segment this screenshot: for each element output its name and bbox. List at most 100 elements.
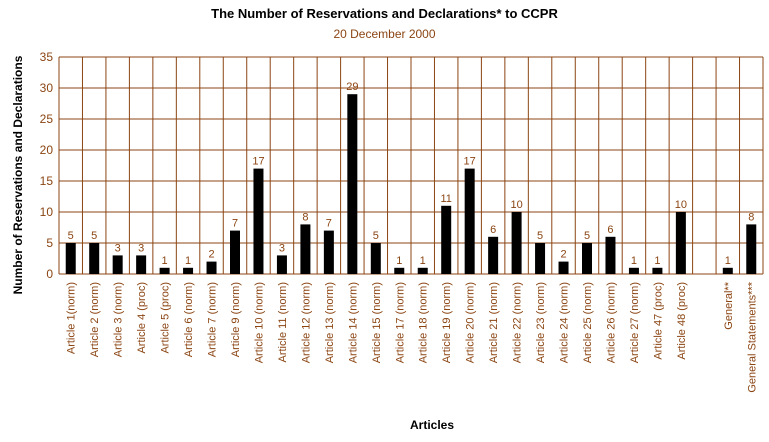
data-label: 11 — [440, 193, 451, 205]
x-category-label: Article 22 (norm) — [512, 282, 524, 363]
data-label: 1 — [725, 255, 731, 267]
bar — [582, 243, 592, 274]
data-label: 5 — [373, 230, 379, 242]
y-axis-title: Number of Reservations and Declarations — [11, 55, 25, 294]
y-tick-label: 30 — [40, 81, 54, 95]
x-category-label: Article 48 (proc) — [676, 282, 688, 360]
bar — [276, 255, 287, 274]
bar — [722, 267, 733, 274]
bar — [323, 230, 334, 274]
x-category-label: Article 26 (norm) — [605, 282, 617, 363]
y-tick-label: 25 — [40, 112, 54, 126]
data-label: 7 — [326, 218, 332, 230]
data-label: 1 — [654, 255, 660, 267]
data-label: 3 — [279, 242, 285, 254]
bar — [675, 212, 686, 274]
chart-title: The Number of Reservations and Declarati… — [211, 6, 558, 21]
x-category-label: Article 27 (norm) — [629, 282, 641, 363]
data-label: 17 — [464, 156, 476, 168]
bar — [652, 267, 663, 274]
x-axis-title: Articles — [410, 418, 454, 432]
y-tick-label: 5 — [46, 236, 53, 250]
data-label: 1 — [185, 255, 191, 267]
bar — [65, 243, 76, 274]
data-label: 8 — [748, 211, 754, 223]
data-label: 8 — [302, 211, 308, 223]
bar — [746, 224, 757, 274]
data-label: 6 — [607, 224, 613, 236]
x-category-label: Article 12 (norm) — [300, 282, 312, 363]
data-label: 3 — [115, 242, 121, 254]
data-label: 7 — [232, 218, 238, 230]
data-label: 29 — [346, 81, 358, 93]
bar — [628, 267, 639, 274]
bar — [183, 267, 194, 274]
x-category-label: Article 15 (norm) — [371, 282, 383, 363]
y-tick-label: 10 — [40, 205, 54, 219]
x-category-label: Article 20 (norm) — [465, 282, 477, 363]
data-label: 5 — [91, 230, 97, 242]
bar — [159, 267, 170, 274]
x-category-label: Article 13 (norm) — [324, 282, 336, 363]
bar — [441, 205, 452, 274]
data-label: 1 — [396, 255, 402, 267]
data-label: 5 — [537, 230, 543, 242]
y-tick-labels: 0 5 10 15 20 25 30 35 — [40, 50, 54, 281]
bar — [370, 243, 381, 274]
x-category-label: Article 4 (proc) — [136, 282, 148, 354]
data-label: 1 — [631, 255, 637, 267]
bar — [511, 212, 522, 274]
x-category-label: Article 9 (norm) — [230, 282, 242, 357]
x-category-label: Article 2 (norm) — [89, 282, 101, 357]
data-label: 3 — [138, 242, 144, 254]
y-tick-label: 0 — [46, 267, 53, 281]
x-category-labels: Article 1(norm) Article 2 (norm) Article 3… — [66, 281, 759, 392]
bars — [65, 94, 757, 274]
bar — [417, 267, 428, 274]
x-category-label: Article 14 (norm) — [347, 282, 359, 363]
x-category-label: Article 7 (norm) — [207, 282, 219, 357]
x-category-label: Article 24 (norm) — [559, 282, 571, 363]
x-category-label: Article 23 (norm) — [535, 282, 547, 363]
bar — [230, 230, 240, 274]
chart-subtitle: 20 December 2000 — [333, 27, 436, 41]
bar — [488, 236, 499, 274]
data-label: 1 — [162, 255, 168, 267]
data-label: 17 — [252, 156, 264, 168]
bar — [136, 255, 147, 274]
gridlines — [58, 56, 764, 275]
data-label: 1 — [420, 255, 426, 267]
bar — [253, 168, 264, 274]
bar — [206, 261, 217, 274]
x-category-label: Article 11 (norm) — [277, 282, 289, 362]
x-category-label: Article 19 (norm) — [441, 282, 453, 363]
bar — [605, 236, 616, 274]
bar — [394, 267, 405, 274]
x-category-label: Article 10 (norm) — [253, 282, 265, 363]
data-label: 5 — [584, 230, 590, 242]
x-category-label: General Statements*** — [746, 281, 758, 392]
data-label: 2 — [208, 249, 214, 261]
x-category-label: Article 6 (norm) — [183, 282, 195, 357]
data-label: 2 — [560, 249, 566, 261]
data-label: 10 — [510, 199, 522, 211]
y-tick-label: 15 — [40, 174, 54, 188]
bar — [347, 94, 358, 274]
y-tick-label: 35 — [40, 50, 54, 64]
bar — [89, 243, 100, 274]
bar — [300, 224, 311, 274]
data-label: 5 — [68, 230, 74, 242]
data-label: 6 — [490, 224, 496, 236]
x-category-label: Article 47 (proc) — [652, 282, 664, 360]
data-label: 10 — [675, 199, 687, 211]
x-category-label: Article 5 (proc) — [160, 282, 172, 354]
x-category-label: Article 18 (norm) — [418, 282, 430, 363]
x-category-label: General** — [723, 281, 735, 329]
x-category-label: Article 1(norm) — [66, 282, 78, 354]
bar — [558, 261, 569, 274]
x-category-label: Article 25 (norm) — [582, 282, 594, 363]
bar — [464, 168, 475, 274]
x-category-label: Article 3 (norm) — [113, 282, 125, 357]
